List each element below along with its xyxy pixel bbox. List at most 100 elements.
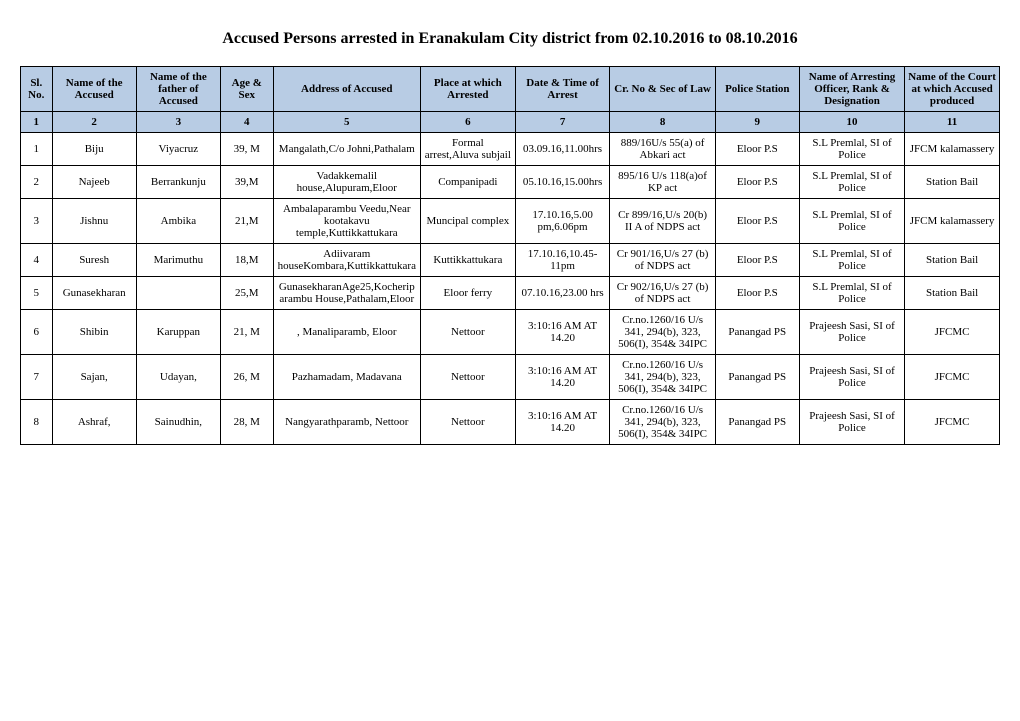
cell: JFCMC [905,310,1000,355]
table-row: 2 Najeeb Berrankunju 39,M Vadakkemalil h… [21,166,1000,199]
arrest-table: Sl. No. Name of the Accused Name of the … [20,66,1000,445]
table-row: 4 Suresh Marimuthu 18,M Adiivaram houseK… [21,244,1000,277]
header-court: Name of the Court at which Accused produ… [905,67,1000,112]
cell: 2 [21,166,53,199]
cell: Sainudhin, [136,400,220,445]
cell: 17.10.16,5.00 pm,6.06pm [515,199,610,244]
cell: 39,M [220,166,273,199]
header-station: Police Station [715,67,799,112]
table-row: 1 Biju Viyacruz 39, M Mangalath,C/o John… [21,133,1000,166]
cell: Cr.no.1260/16 U/s 341, 294(b), 323, 506(… [610,355,715,400]
cell: 28, M [220,400,273,445]
cell: Najeeb [52,166,136,199]
cell: 03.09.16,11.00hrs [515,133,610,166]
cell: 1 [21,133,53,166]
cell: 889/16U/s 55(a) of Abkari act [610,133,715,166]
cell: 4 [21,244,53,277]
header-accused: Name of the Accused [52,67,136,112]
cell: 895/16 U/s 118(a)of KP act [610,166,715,199]
cell: S.L Premlal, SI of Police [799,133,904,166]
cell: Marimuthu [136,244,220,277]
table-row: 6 Shibin Karuppan 21, M , Manaliparamb, … [21,310,1000,355]
cell: Cr 901/16,U/s 27 (b) of NDPS act [610,244,715,277]
cell: 8 [21,400,53,445]
cell: JFCM kalamassery [905,199,1000,244]
cell: Suresh [52,244,136,277]
cell: 17.10.16,10.45-11pm [515,244,610,277]
header-officer: Name of Arresting Officer, Rank & Design… [799,67,904,112]
colnum: 10 [799,112,904,133]
header-crno: Cr. No & Sec of Law [610,67,715,112]
cell: Cr 902/16,U/s 27 (b) of NDPS act [610,277,715,310]
cell: 3:10:16 AM AT 14.20 [515,355,610,400]
cell: Udayan, [136,355,220,400]
cell: Nettoor [420,355,515,400]
cell: Eloor P.S [715,244,799,277]
cell: Adiivaram houseKombara,Kuttikkattukara [273,244,420,277]
colnum: 5 [273,112,420,133]
cell: Shibin [52,310,136,355]
cell: Panangad PS [715,400,799,445]
cell: 07.10.16,23.00 hrs [515,277,610,310]
cell: 7 [21,355,53,400]
header-place: Place at which Arrested [420,67,515,112]
cell: Karuppan [136,310,220,355]
cell: Eloor P.S [715,277,799,310]
cell [136,277,220,310]
colnum: 1 [21,112,53,133]
cell: Berrankunju [136,166,220,199]
cell: Cr.no.1260/16 U/s 341, 294(b), 323, 506(… [610,400,715,445]
cell: Panangad PS [715,310,799,355]
cell: Eloor P.S [715,166,799,199]
header-agesex: Age & Sex [220,67,273,112]
colnum: 8 [610,112,715,133]
table-row: 3 Jishnu Ambika 21,M Ambalaparambu Veedu… [21,199,1000,244]
cell: S.L Premlal, SI of Police [799,277,904,310]
cell: Kuttikkattukara [420,244,515,277]
header-father: Name of the father of Accused [136,67,220,112]
colnum: 4 [220,112,273,133]
cell: 39, M [220,133,273,166]
cell: Biju [52,133,136,166]
cell: Cr 899/16,U/s 20(b) II A of NDPS act [610,199,715,244]
cell: Panangad PS [715,355,799,400]
cell: Nangyarathparamb, Nettoor [273,400,420,445]
cell: 18,M [220,244,273,277]
cell: 6 [21,310,53,355]
colnum: 9 [715,112,799,133]
cell: 3:10:16 AM AT 14.20 [515,400,610,445]
cell: S.L Premlal, SI of Police [799,244,904,277]
cell: Eloor ferry [420,277,515,310]
header-slno: Sl. No. [21,67,53,112]
cell: 21, M [220,310,273,355]
cell: 26, M [220,355,273,400]
column-number-row: 1 2 3 4 5 6 7 8 9 10 11 [21,112,1000,133]
colnum: 11 [905,112,1000,133]
cell: 5 [21,277,53,310]
cell: Station Bail [905,244,1000,277]
colnum: 3 [136,112,220,133]
cell: Eloor P.S [715,199,799,244]
cell: Companipadi [420,166,515,199]
cell: Gunasekharan [52,277,136,310]
cell: Jishnu [52,199,136,244]
header-datetime: Date & Time of Arrest [515,67,610,112]
colnum: 2 [52,112,136,133]
cell: Station Bail [905,277,1000,310]
cell: Muncipal complex [420,199,515,244]
cell: Prajeesh Sasi, SI of Police [799,310,904,355]
cell: 21,M [220,199,273,244]
cell: Viyacruz [136,133,220,166]
page-title: Accused Persons arrested in Eranakulam C… [20,30,1000,48]
cell: Formal arrest,Aluva subjail [420,133,515,166]
cell: 3 [21,199,53,244]
cell: JFCMC [905,400,1000,445]
cell: Cr.no.1260/16 U/s 341, 294(b), 323, 506(… [610,310,715,355]
cell: 05.10.16,15.00hrs [515,166,610,199]
cell: Nettoor [420,310,515,355]
header-address: Address of Accused [273,67,420,112]
cell: Prajeesh Sasi, SI of Police [799,400,904,445]
cell: 25,M [220,277,273,310]
cell: Eloor P.S [715,133,799,166]
header-row: Sl. No. Name of the Accused Name of the … [21,67,1000,112]
